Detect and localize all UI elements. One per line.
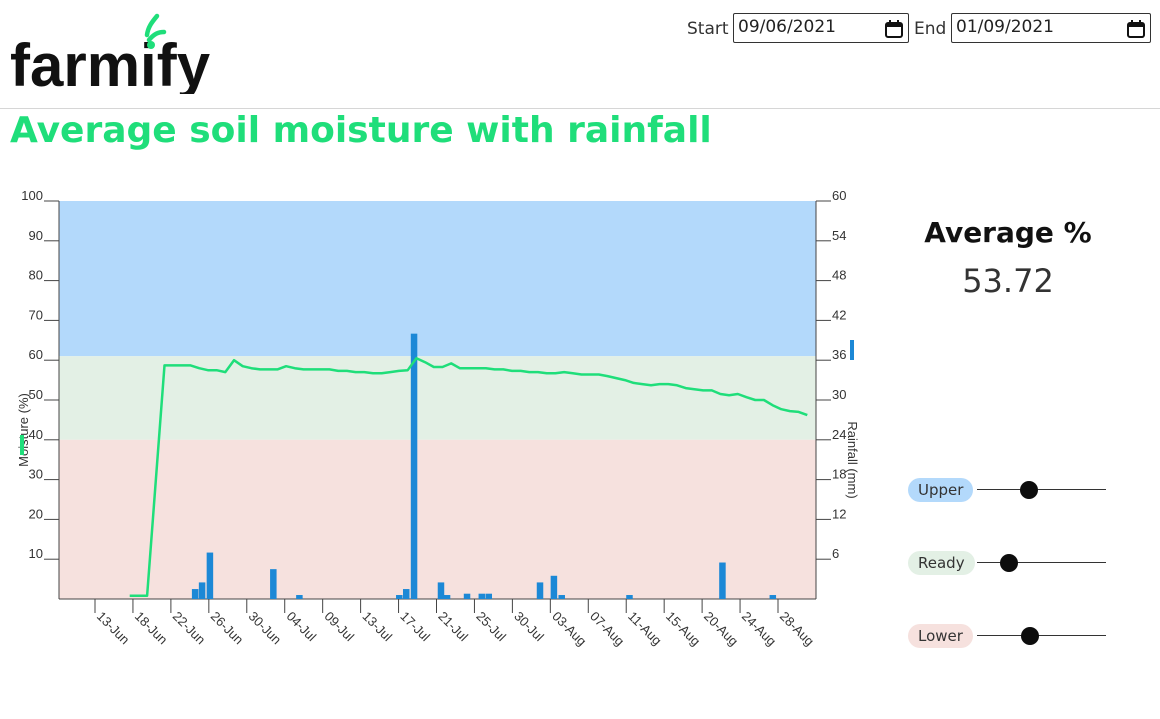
y2-tick-label: 48 [832,268,846,283]
slider-thumb[interactable] [1000,554,1019,572]
y2-axis-title: Rainfall (mm) [845,421,860,498]
start-date-value: 09/06/2021 [738,17,836,37]
lower-threshold-slider[interactable] [977,626,1107,646]
calendar-icon[interactable] [884,19,904,39]
x-tick-label: 13-Jun [94,609,133,648]
average-value: 53.72 [962,262,1054,300]
rainfall-bar [296,595,303,599]
rainfall-bar [396,595,403,599]
ready-threshold-label: Ready [908,551,975,575]
end-date-value: 01/09/2021 [956,17,1054,37]
rainfall-bar [410,333,418,599]
rainfall-legend-swatch [850,340,854,360]
y-tick-label: 90 [29,228,43,243]
x-tick-label: 18-Jun [132,609,171,648]
rainfall-bar [536,582,544,599]
page-title: Average soil moisture with rainfall [10,110,712,151]
ready-threshold-slider[interactable] [977,553,1107,573]
x-tick-label: 21-Jul [435,609,471,645]
y-tick-label: 30 [29,467,43,482]
y-tick-label: 50 [29,387,43,402]
rainfall-bar [437,582,445,599]
x-tick-label: 25-Jul [473,609,509,645]
y-tick-label: 10 [29,546,43,561]
y2-tick-label: 36 [832,347,846,362]
end-date-input[interactable]: 01/09/2021 [951,13,1151,43]
slider-track [977,489,1106,490]
y-axis-title: Moisture (%) [16,393,31,467]
end-date-label: End [914,19,947,39]
rainfall-bar [550,575,558,599]
rainfall-bar [191,589,199,599]
x-tick-label: 13-Jul [359,609,395,645]
x-tick-label: 22-Jun [170,609,209,648]
moisture-rainfall-chart: 100 90 80 70 60 50 40 30 20 10 60 54 48 42 36 30 24 18 12 6… [16,188,860,649]
band-ready [59,356,816,440]
rainfall-bar [719,562,726,599]
rainfall-bar [206,552,214,599]
calendar-icon[interactable] [1126,19,1146,39]
upper-threshold-label: Upper [908,478,974,502]
rainfall-bar [558,595,565,599]
x-tick-label: 11-Aug [625,609,665,649]
slider-track [977,635,1106,636]
y-tick-label: 80 [29,268,43,283]
y2-tick-label: 12 [832,506,846,521]
lower-threshold-label: Lower [908,624,973,648]
rainfall-bar [402,589,410,599]
y2-tick-label: 18 [832,467,846,482]
rainfall-bar [198,582,206,599]
header: farmify Start 09/06/2021 End 01/09/2021 [0,0,1160,109]
y-tick-label: 70 [29,307,43,322]
x-tick-label: 20-Aug [701,609,741,649]
y2-tick-label: 24 [832,427,846,442]
slider-thumb[interactable] [1019,481,1038,499]
x-tick-label: 30-Jun [246,609,285,648]
band-lower [59,439,816,599]
rainfall-bar [463,593,471,599]
x-tick-label: 07-Aug [587,609,627,649]
logo-wordmark: farmify [10,32,211,94]
y-tick-label: 60 [29,347,43,362]
x-tick-label: 26-Jun [208,609,247,648]
rainfall-bar [626,595,633,599]
start-date-input[interactable]: 09/06/2021 [733,13,909,43]
logo-sprout-icon [144,13,167,49]
x-tick-label: 28-Aug [777,609,817,649]
x-tick-label: 17-Jul [397,609,433,645]
x-tick-label: 03-Aug [549,609,589,649]
band-upper [59,201,816,357]
upper-threshold-slider[interactable] [977,480,1107,500]
x-tick-label: 30-Jul [511,609,547,645]
slider-track [977,562,1106,563]
y2-tick-label: 42 [832,307,846,322]
x-tick-label: 24-Aug [739,609,779,649]
x-tick-label: 15-Aug [663,609,703,649]
rainfall-bar [485,593,493,599]
y-tick-label: 100 [21,188,43,203]
x-tick-label: 09-Jul [322,609,358,645]
y2-tick-label: 30 [832,387,846,402]
rainfall-bar [769,595,777,599]
slider-thumb[interactable] [1020,627,1039,645]
rainfall-bar [478,593,486,599]
start-date-label: Start [687,19,729,39]
rainfall-bar [270,569,277,599]
x-tick-label: 04-Jul [284,609,320,645]
moisture-line [129,356,808,598]
y-tick-label: 20 [29,506,43,521]
rainfall-bar [443,595,451,599]
y2-tick-label: 6 [832,546,839,561]
moisture-legend-swatch [20,435,24,455]
y-tick-label: 40 [29,427,43,442]
average-title: Average % [924,216,1092,249]
y2-tick-label: 60 [832,188,846,203]
y2-tick-label: 54 [832,228,846,243]
farmify-logo[interactable]: farmify [8,10,230,94]
